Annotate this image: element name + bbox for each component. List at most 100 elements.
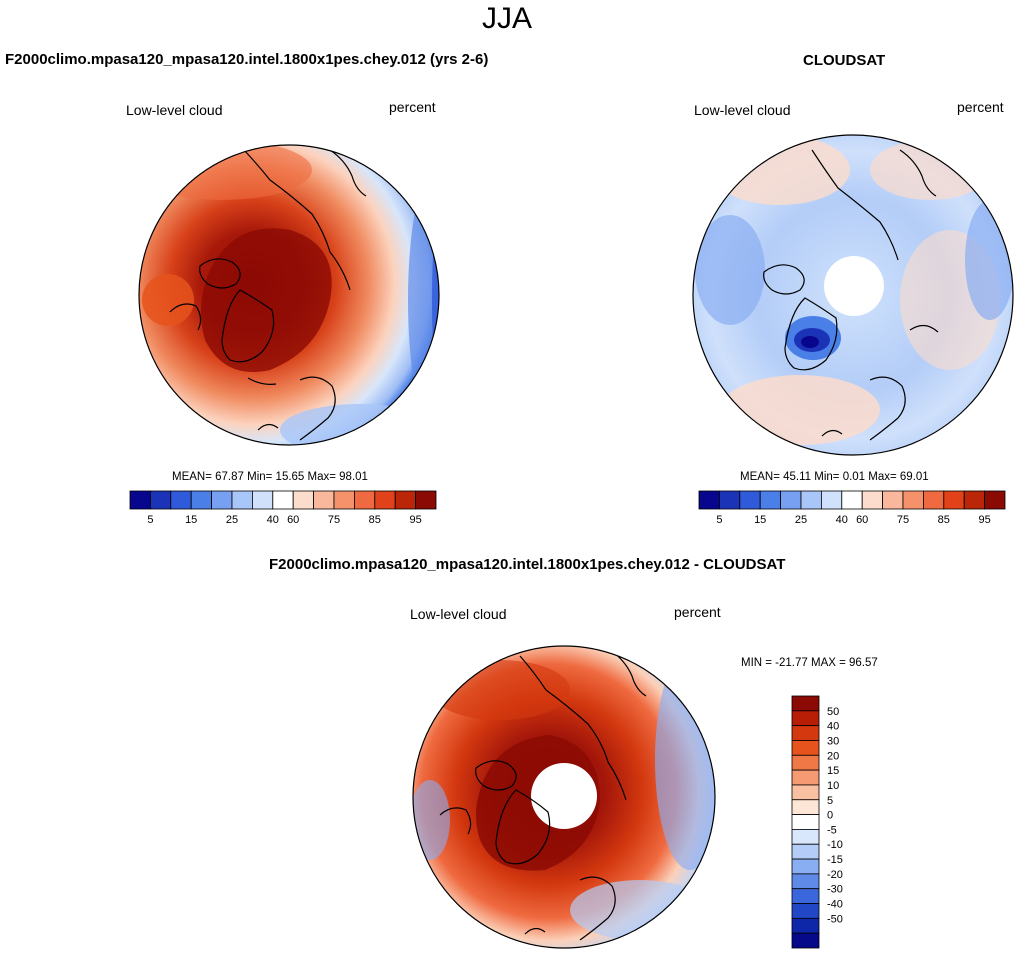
obs-polar-map <box>692 134 1014 456</box>
obs-colorbar-swatch <box>698 490 720 510</box>
obs-colorbar-tick-label: 40 <box>836 514 848 526</box>
model-colorbar-swatch <box>353 490 376 510</box>
diff-colorbar-swatch <box>791 829 820 845</box>
obs-colorbar-tick-label: 85 <box>938 514 950 526</box>
obs-colorbar-swatch <box>800 490 822 510</box>
diff-colorbar-swatch <box>791 710 820 727</box>
diff-colorbar-swatch <box>791 799 820 815</box>
diff-colorbar-tick-label: 10 <box>827 780 839 792</box>
model-colorbar-swatch <box>251 490 274 510</box>
diff-colorbar-swatch <box>791 740 820 756</box>
diff-colorbar-tick-label: 20 <box>827 750 839 762</box>
obs-colorbar-swatch <box>963 490 986 510</box>
diff-colorbar-swatch <box>791 917 820 934</box>
obs-colorbar-swatch <box>902 490 924 510</box>
model-colorbar-swatch <box>394 490 417 510</box>
model-colorbar-swatch <box>333 490 355 510</box>
diff-colorbar-tick-label: -40 <box>827 899 843 911</box>
diff-colorbar-swatch <box>791 888 820 904</box>
obs-colorbar-swatch <box>984 490 1006 510</box>
diff-colorbar-swatch <box>791 754 820 771</box>
model-colorbar-swatch <box>292 490 315 510</box>
diff-colorbar-tick-label: -10 <box>827 839 843 851</box>
diff-colorbar-swatch <box>791 784 820 801</box>
model-panel-title: F2000climo.mpasa120_mpasa120.intel.1800x… <box>5 51 489 68</box>
diff-colorbar-swatch <box>791 695 820 712</box>
obs-colorbar-tick-label: 25 <box>795 514 807 526</box>
diff-colorbar-swatch <box>791 814 820 830</box>
obs-coastlines <box>763 149 939 441</box>
obs-colorbar: 5 15 25 40 60 75 85 95 <box>698 490 1006 526</box>
model-colorbar-swatch <box>231 490 253 510</box>
obs-colorbar-tick-label: 60 <box>856 514 868 526</box>
diff-colorbar-swatch <box>791 858 820 875</box>
model-coastlines <box>169 149 367 441</box>
model-colorbar-swatch <box>129 490 151 510</box>
model-colorbar: 5 15 25 40 60 75 85 95 <box>129 490 437 526</box>
diff-colorbar-tick-label: 15 <box>827 765 839 777</box>
model-colorbar-swatch <box>211 490 233 510</box>
obs-colorbar-swatch <box>923 490 945 510</box>
diff-colorbar-tick-label: -15 <box>827 854 843 866</box>
diff-colorbar-tick-label: -5 <box>827 824 837 836</box>
diff-colorbar-tick-label: -20 <box>827 869 843 881</box>
diff-colorbar-tick-label: 5 <box>827 795 833 807</box>
obs-colorbar-tick-label: 5 <box>716 514 722 526</box>
model-polar-map <box>138 144 440 446</box>
diff-colorbar-tick-label: -50 <box>827 913 843 925</box>
diff-panel-title: F2000climo.mpasa120_mpasa120.intel.1800x… <box>269 556 786 573</box>
obs-colorbar-tick-label: 15 <box>754 514 766 526</box>
diff-polar-map <box>412 645 716 949</box>
model-stats: MEAN= 67.87 Min= 15.65 Max= 98.01 <box>172 471 368 483</box>
diff-colorbar-tick-label: 0 <box>827 810 833 822</box>
model-colorbar-swatch <box>149 490 172 510</box>
model-colorbar-tick-label: 15 <box>185 514 197 526</box>
obs-stats: MEAN= 45.11 Min= 0.01 Max= 69.01 <box>740 471 929 483</box>
model-colorbar-tick-label: 95 <box>409 514 421 526</box>
obs-colorbar-swatch <box>739 490 761 510</box>
model-colorbar-tick-label: 75 <box>328 514 340 526</box>
diff-units-label: percent <box>674 604 721 620</box>
obs-colorbar-swatch <box>719 490 741 510</box>
model-variable-label: Low-level cloud <box>126 102 223 118</box>
diff-variable-label: Low-level cloud <box>410 606 507 622</box>
diff-colorbar-swatch <box>791 769 820 786</box>
obs-colorbar-swatch <box>821 490 843 510</box>
model-colorbar-swatch <box>272 490 294 510</box>
model-colorbar-tick-label: 85 <box>369 514 381 526</box>
model-colorbar-tick-label: 60 <box>287 514 299 526</box>
model-colorbar-swatch <box>190 490 212 510</box>
model-colorbar-swatch <box>313 490 335 510</box>
model-colorbar-swatch <box>374 490 396 510</box>
diff-coastlines <box>439 649 647 941</box>
model-colorbar-tick-label: 25 <box>226 514 238 526</box>
diff-colorbar-swatch <box>791 843 820 860</box>
obs-colorbar-swatch <box>861 490 884 510</box>
obs-colorbar-tick-label: 95 <box>978 514 990 526</box>
model-colorbar-tick-label: 40 <box>267 514 279 526</box>
diff-colorbar-tick-label: 50 <box>827 706 839 718</box>
diff-colorbar-tick-label: 40 <box>827 721 839 733</box>
obs-missing-data-polar-cap <box>824 256 884 316</box>
model-colorbar-swatch <box>170 490 192 510</box>
diff-colorbar-swatch <box>791 932 820 949</box>
diff-colorbar-tick-label: -30 <box>827 884 843 896</box>
diff-colorbar-swatch <box>791 873 820 890</box>
diff-colorbar-tick-label: 30 <box>827 735 839 747</box>
diff-missing-data-polar-cap <box>531 763 597 829</box>
figure-title: JJA <box>481 2 532 35</box>
obs-colorbar-swatch <box>841 490 863 510</box>
model-units-label: percent <box>389 99 436 115</box>
obs-units-label: percent <box>957 99 1004 115</box>
diff-colorbar-swatch <box>791 725 820 741</box>
obs-colorbar-swatch <box>882 490 904 510</box>
obs-colorbar-swatch <box>943 490 965 510</box>
model-colorbar-tick-label: 5 <box>147 514 153 526</box>
diff-stats: MIN = -21.77 MAX = 96.57 <box>741 657 878 669</box>
obs-colorbar-swatch <box>780 490 802 510</box>
diff-colorbar-swatch <box>791 903 820 919</box>
obs-colorbar-swatch <box>759 490 782 510</box>
model-colorbar-swatch <box>415 490 437 510</box>
